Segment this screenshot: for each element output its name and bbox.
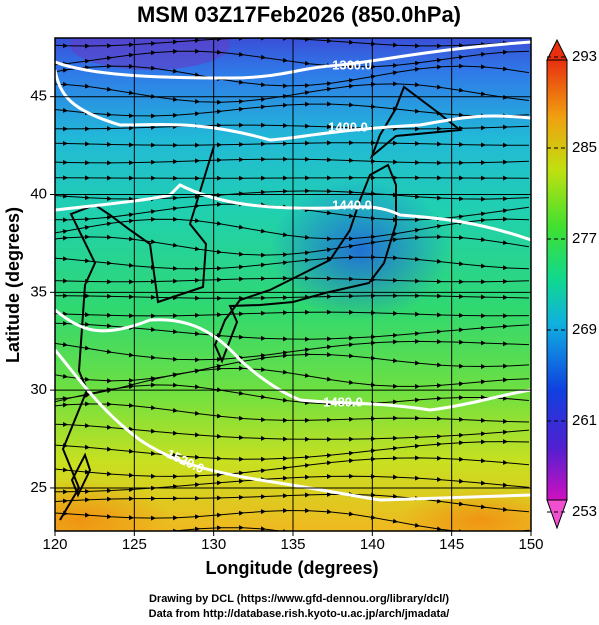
y-axis-label: Latitude (degrees) (3, 207, 23, 363)
streamline (55, 382, 530, 407)
streamline (55, 473, 530, 495)
streamline (55, 275, 530, 285)
colorbar-tick-label: 269 (572, 321, 597, 338)
colorbar (546, 38, 568, 530)
colorbar-tick-label: 253 (572, 503, 597, 520)
streamline (55, 293, 530, 301)
colorbar-tick-label: 285 (572, 139, 597, 156)
streamline (55, 122, 530, 132)
streamline (55, 81, 530, 105)
streamline (55, 234, 530, 258)
colorbar-tick-label: 293 (572, 48, 597, 65)
contour-label: 1440.0 (332, 197, 372, 212)
coastline-hokkaido (369, 85, 463, 160)
x-tick-label: 150 (518, 536, 543, 553)
coastline-japan (213, 163, 397, 364)
cold-region (70, 38, 230, 70)
y-tick-label: 40 (30, 185, 47, 202)
streamline (55, 188, 530, 202)
contour-line (55, 308, 531, 412)
colorbar-bottom-arrow (546, 499, 568, 530)
contour-line (55, 69, 531, 142)
chart-title: MSM 03Z17Feb2026 (850.0hPa) (137, 2, 461, 27)
contour-label: 1360.0 (332, 57, 372, 72)
streamline (55, 309, 530, 319)
contours (55, 40, 531, 502)
streamline (55, 401, 530, 424)
contour-label: 1480.0 (323, 394, 363, 409)
x-tick-label: 130 (201, 536, 226, 553)
x-tick-label: 140 (360, 536, 385, 553)
streamline (55, 101, 530, 119)
y-tick-label: 25 (30, 479, 47, 496)
x-tick-label: 125 (122, 536, 147, 553)
contour-line (55, 40, 531, 80)
coastline-taiwan (70, 452, 92, 498)
colorbar-tick-label: 277 (572, 230, 597, 247)
colorbar-tick-label: 261 (572, 412, 597, 429)
streamline (55, 491, 530, 513)
x-tick-label: 120 (42, 536, 67, 553)
footer-credit: Data from http://database.rish.kyoto-u.a… (149, 608, 450, 620)
x-axis-label: Longitude (degrees) (205, 558, 378, 578)
colorbar-body (546, 59, 568, 501)
plot-area (55, 38, 531, 531)
y-tick-label: 35 (30, 283, 47, 300)
y-tick-label: 30 (30, 381, 47, 398)
contour-line (55, 183, 531, 242)
contour-line (55, 349, 531, 502)
y-tick-label: 45 (30, 88, 47, 105)
grid (55, 38, 531, 531)
streamline (55, 140, 529, 148)
streamlines (55, 38, 530, 531)
streamline (55, 254, 530, 272)
contour-label: 1400.0 (328, 119, 368, 134)
x-tick-label: 145 (439, 536, 464, 553)
x-tick-label: 135 (280, 536, 305, 553)
streamline (55, 156, 530, 166)
streamline (55, 48, 530, 70)
footer-credit: Drawing by DCL (https://www.gfd-dennou.o… (149, 593, 449, 605)
